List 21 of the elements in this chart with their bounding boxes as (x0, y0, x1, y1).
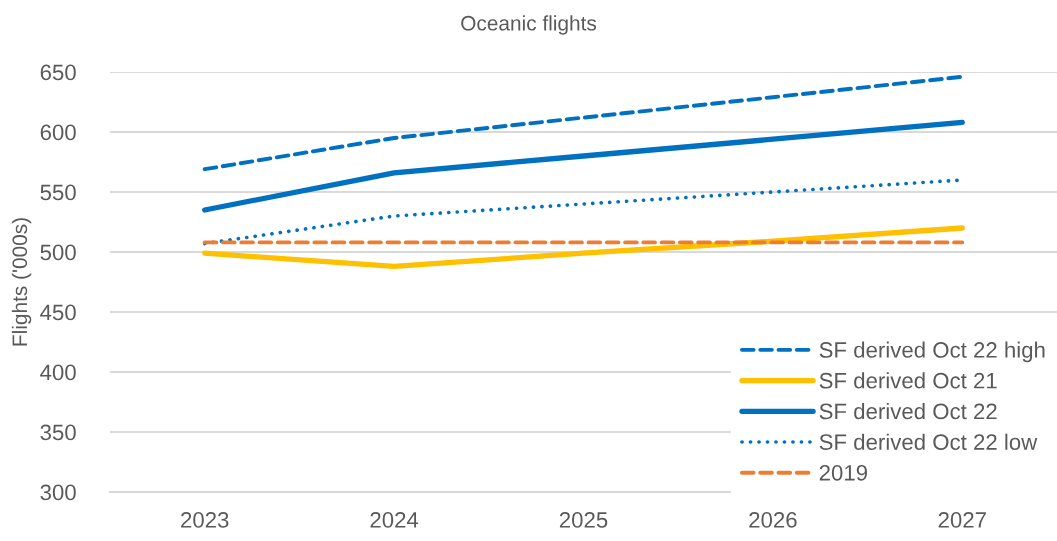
chart-title: Oceanic flights (461, 15, 597, 35)
y-tick-label: 600 (40, 124, 76, 141)
line-series (202, 74, 965, 172)
y-tick-label: 450 (40, 304, 76, 321)
x-tick-label: 2024 (370, 512, 419, 528)
legend-label: SF derived Oct 22 low (819, 433, 1038, 450)
y-tick-label: 500 (40, 244, 76, 261)
legend-label: SF derived Oct 21 (819, 372, 997, 389)
x-tick-label: 2025 (559, 512, 608, 528)
legend-label: 2019 (819, 464, 868, 481)
legend-label: SF derived Oct 22 (819, 402, 997, 420)
y-tick-label: 550 (40, 184, 76, 201)
y-tick-label: 400 (40, 364, 76, 381)
y-axis-title: Flights ('000s) (11, 218, 32, 346)
x-tick-label: 2026 (749, 512, 797, 528)
y-tick-label: 650 (40, 64, 76, 81)
x-tick-label: 2027 (938, 512, 986, 528)
x-tick-label: 2023 (181, 512, 229, 528)
legend-label: SF derived Oct 22 high (819, 341, 1045, 363)
y-tick-label: 300 (40, 484, 76, 501)
y-tick-label: 350 (40, 424, 76, 441)
